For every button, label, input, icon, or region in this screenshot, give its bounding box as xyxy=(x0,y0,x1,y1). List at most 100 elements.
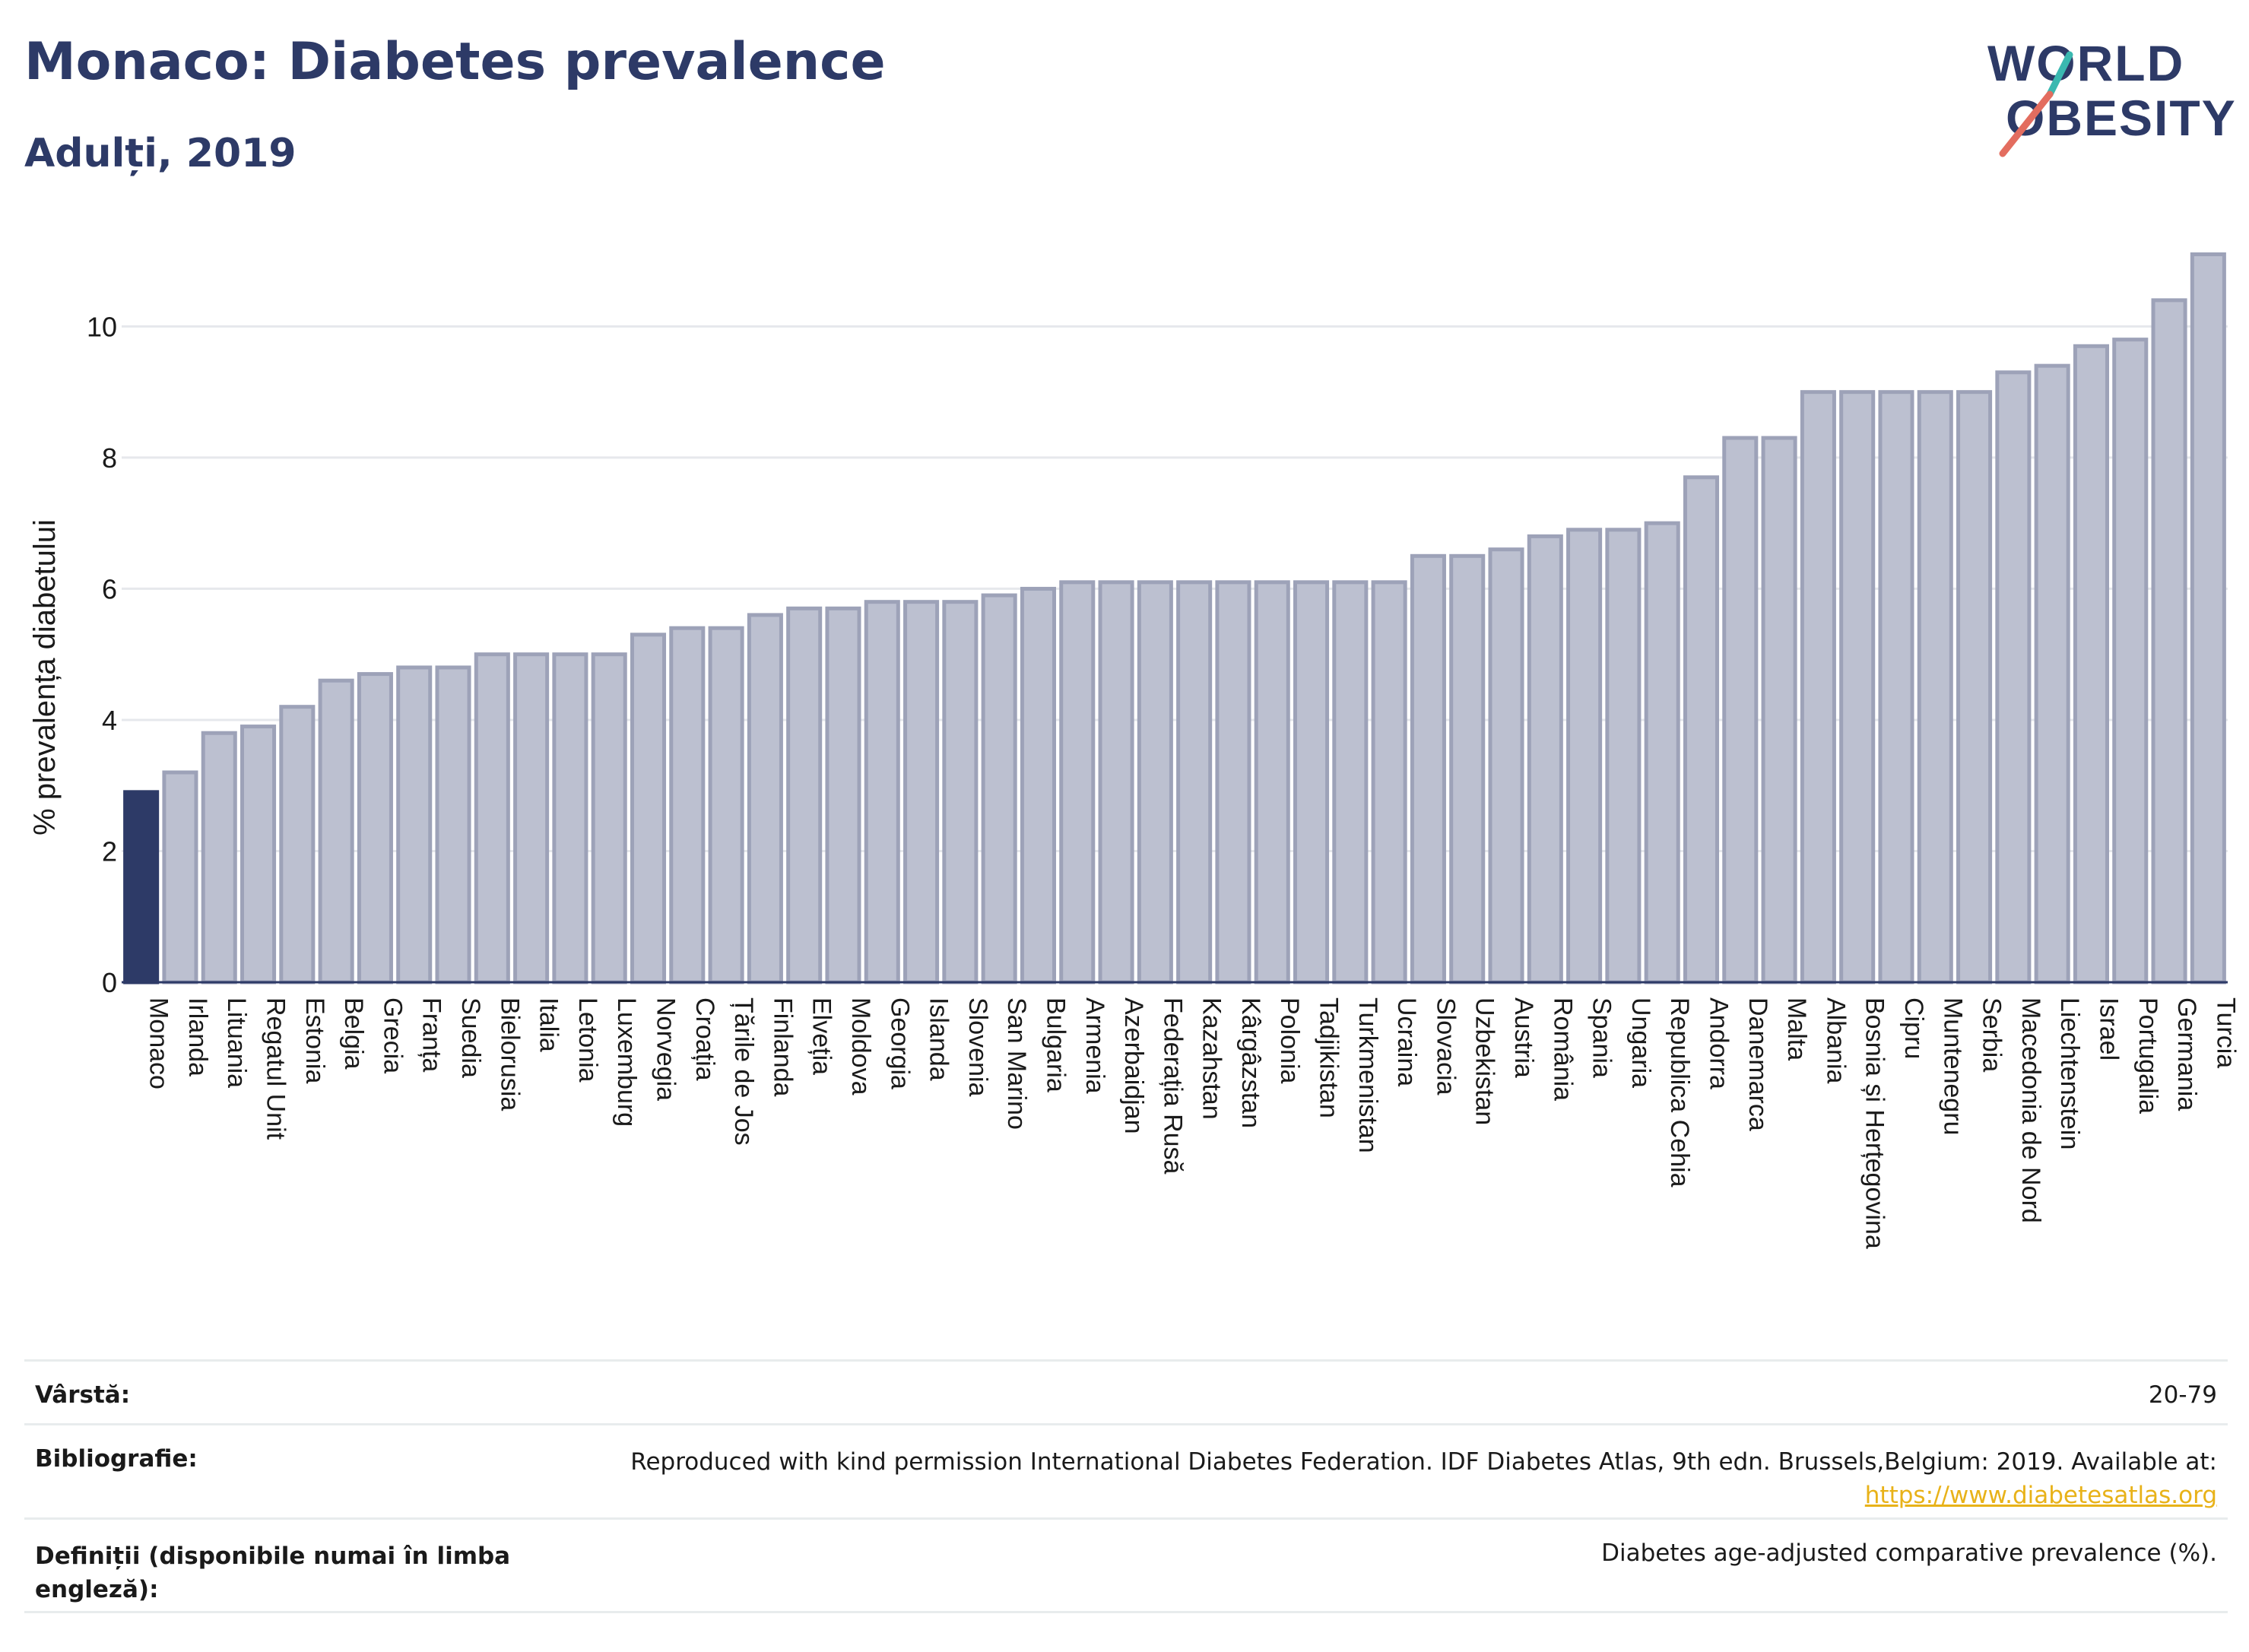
bar-andorra[interactable] xyxy=(1683,475,1720,985)
x-tick-label: Estonia xyxy=(300,997,329,1083)
x-tick-label: Kârgâzstan xyxy=(1236,997,1265,1128)
bar-malta[interactable] xyxy=(1761,436,1797,985)
bar-slovacia[interactable] xyxy=(1410,553,1446,985)
x-tick-label: Moldova xyxy=(846,997,875,1096)
x-tick-label: Islanda xyxy=(925,997,953,1081)
bar-regatul-unit[interactable] xyxy=(240,725,277,985)
bar-macedonia-de-nord[interactable] xyxy=(1995,370,2032,985)
x-tick-label: Slovacia xyxy=(1431,997,1460,1096)
x-tick-label: Belgia xyxy=(339,997,368,1070)
x-tick-label: Croația xyxy=(690,997,719,1081)
y-tick-label: 10 xyxy=(87,311,117,342)
bar-luxemburg[interactable] xyxy=(591,652,627,985)
bibliography-label: Bibliografie: xyxy=(35,1445,198,1473)
bar-san-marino[interactable] xyxy=(981,593,1017,985)
bar-germania[interactable] xyxy=(2151,298,2187,985)
x-tick-label: Serbia xyxy=(1978,997,2006,1072)
x-tick-label: Franța xyxy=(417,997,446,1072)
bar-lituania[interactable] xyxy=(201,731,237,985)
logo-text-world: WORLD xyxy=(1987,35,2184,91)
gridlines xyxy=(122,325,2228,852)
bar-slovenia[interactable] xyxy=(942,600,979,985)
bar-norvegia[interactable] xyxy=(630,633,667,985)
bar-israel[interactable] xyxy=(2073,344,2109,985)
x-tick-label: Elveția xyxy=(807,997,836,1075)
bar-belgia[interactable] xyxy=(318,678,354,985)
bar-armenia[interactable] xyxy=(1059,580,1096,985)
bar-islanda[interactable] xyxy=(903,600,940,985)
bar-federația-rusă[interactable] xyxy=(1137,580,1173,985)
bar-muntenegru[interactable] xyxy=(1917,390,1953,985)
bar-irlanda[interactable] xyxy=(162,770,198,985)
bar-țările-de-jos[interactable] xyxy=(708,626,744,985)
logo-slash-teal xyxy=(2046,51,2073,98)
bar-moldova[interactable] xyxy=(825,606,861,985)
x-tick-label: Turcia xyxy=(2211,997,2240,1068)
bar-republica-cehia[interactable] xyxy=(1644,521,1680,985)
bar-tadjikistan[interactable] xyxy=(1293,580,1330,985)
x-tick-label: Cipru xyxy=(1899,997,1928,1059)
bibliography-link[interactable]: https://www.diabetesatlas.org xyxy=(1864,1482,2217,1509)
bar-grecia[interactable] xyxy=(357,672,393,985)
world-obesity-logo[interactable]: WORLD OBESITY xyxy=(1984,27,2235,164)
bar-danemarca[interactable] xyxy=(1722,436,1759,985)
x-tick-label: Regatul Unit xyxy=(262,997,290,1140)
info-row-bibliography: Bibliografie: Reproduced with kind permi… xyxy=(24,1423,2228,1517)
bar-ungaria[interactable] xyxy=(1605,528,1642,985)
bar-românia[interactable] xyxy=(1527,534,1563,985)
x-tick-label: România xyxy=(1548,997,1577,1101)
bar-bielorusia[interactable] xyxy=(474,652,510,985)
x-tick-label: Grecia xyxy=(378,997,407,1073)
bar-franța[interactable] xyxy=(396,665,433,985)
x-tick-label: Bielorusia xyxy=(495,997,524,1111)
bar-cipru[interactable] xyxy=(1878,390,1914,985)
x-tick-label: Polonia xyxy=(1275,997,1304,1084)
bar-austria[interactable] xyxy=(1488,547,1524,985)
bar-estonia[interactable] xyxy=(279,705,316,985)
bar-polonia[interactable] xyxy=(1254,580,1290,985)
x-tick-label: Muntenegru xyxy=(1938,997,1967,1135)
x-tick-label: Georgia xyxy=(885,997,914,1089)
bar-azerbaidjan[interactable] xyxy=(1098,580,1134,985)
bar-serbia[interactable] xyxy=(1956,390,1993,985)
bar-albania[interactable] xyxy=(1800,390,1836,985)
bar-italia[interactable] xyxy=(513,652,550,985)
x-tick-label: Turkmenistan xyxy=(1353,997,1382,1153)
bar-finlanda[interactable] xyxy=(747,613,783,985)
x-tick-label: Armenia xyxy=(1080,997,1109,1094)
bar-elveția[interactable] xyxy=(786,606,823,985)
x-tick-label: Danemarca xyxy=(1743,997,1772,1131)
x-tick-label: Irlanda xyxy=(183,997,212,1076)
y-axis-label: % prevalența diabetului xyxy=(28,519,62,836)
bar-bosnia-și-herțegovina[interactable] xyxy=(1839,390,1876,985)
x-tick-label: Federația Rusă xyxy=(1158,997,1187,1175)
bar-monaco[interactable] xyxy=(123,790,160,985)
bar-letonia[interactable] xyxy=(552,652,588,985)
y-tick-label: 4 xyxy=(102,705,117,736)
x-tick-label: Andorra xyxy=(1705,997,1734,1089)
y-tick-label: 0 xyxy=(102,967,117,998)
bar-turcia[interactable] xyxy=(2190,252,2226,985)
bar-ucraina[interactable] xyxy=(1371,580,1407,985)
x-tick-label: Azerbaidjan xyxy=(1119,997,1148,1134)
bar-liechtenstein[interactable] xyxy=(2034,363,2070,985)
bar-uzbekistan[interactable] xyxy=(1449,553,1486,985)
x-tick-label: Portugalia xyxy=(2133,997,2162,1114)
bar-kârgâzstan[interactable] xyxy=(1215,580,1251,985)
x-axis-labels: Monaco Irlanda Lituania Regatul Unit Estonia… xyxy=(144,997,2241,1249)
bar-bulgaria[interactable] xyxy=(1020,586,1056,985)
bar-turkmenistan[interactable] xyxy=(1332,580,1369,985)
y-tick-label: 6 xyxy=(102,573,117,604)
x-tick-label: Tadjikistan xyxy=(1315,997,1343,1118)
bar-portugalia[interactable] xyxy=(2112,338,2149,985)
y-tick-label: 2 xyxy=(102,836,117,867)
x-tick-label: Ungaria xyxy=(1626,997,1655,1088)
x-tick-label: Luxemburg xyxy=(612,997,641,1127)
y-tick-label: 8 xyxy=(102,442,117,474)
bar-suedia[interactable] xyxy=(435,665,471,985)
info-table: Vârstă: 20-79 Bibliografie: Reproduced w… xyxy=(24,1359,2228,1613)
bar-croația[interactable] xyxy=(669,626,706,985)
bar-kazahstan[interactable] xyxy=(1176,580,1213,985)
bar-georgia[interactable] xyxy=(864,600,900,985)
bar-spania[interactable] xyxy=(1566,528,1603,985)
